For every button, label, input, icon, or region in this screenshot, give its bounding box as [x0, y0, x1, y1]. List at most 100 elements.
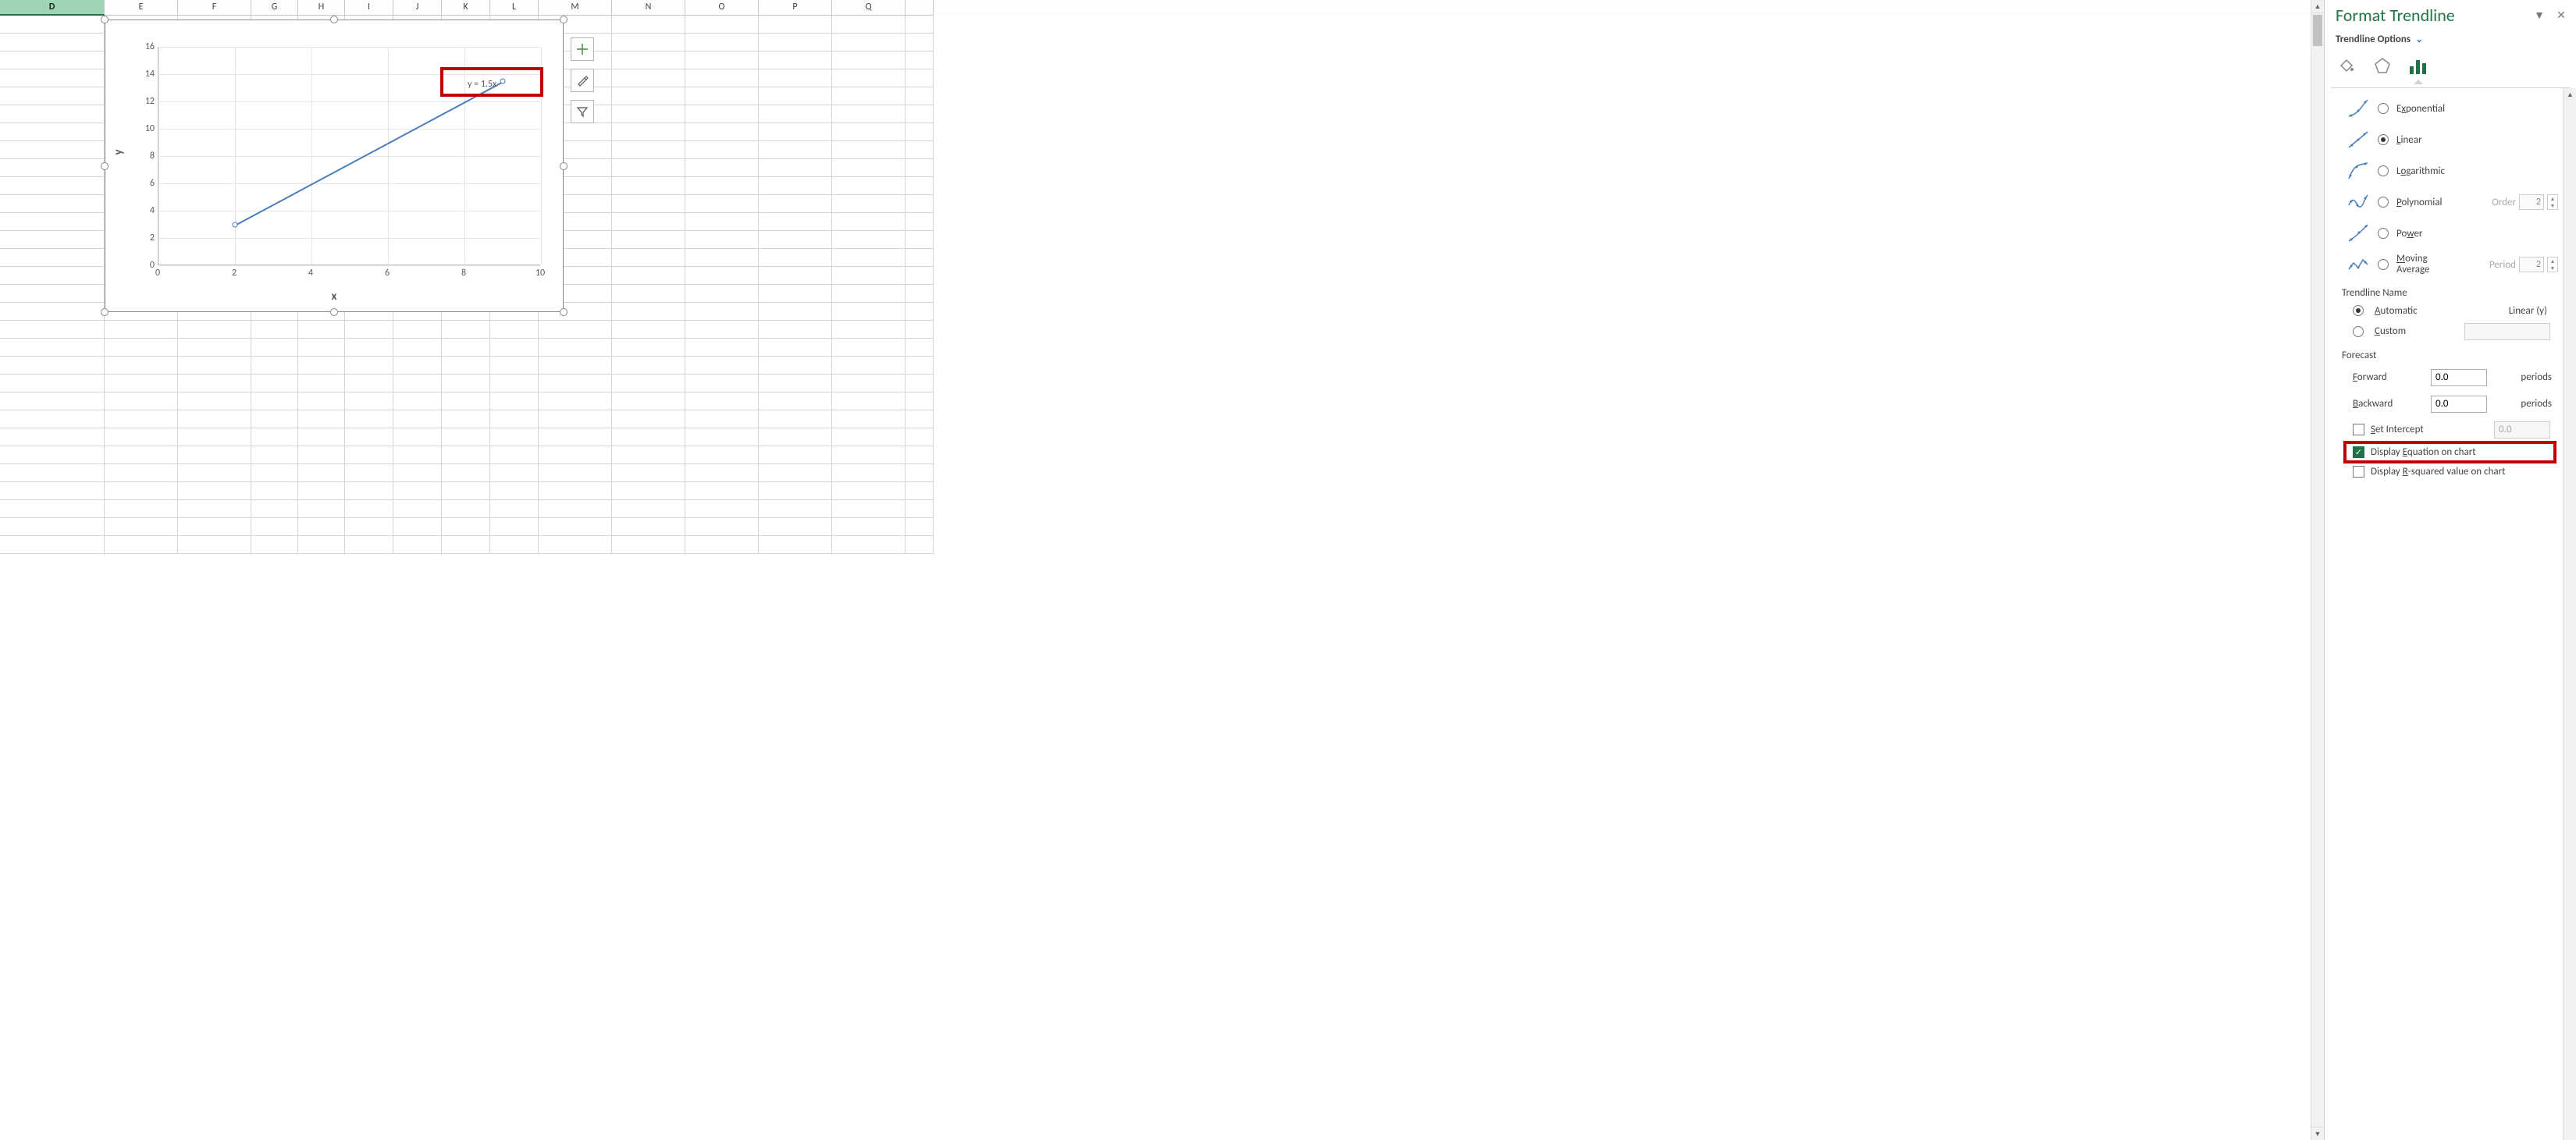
cell[interactable]	[759, 375, 832, 392]
cell[interactable]	[442, 446, 490, 464]
cell[interactable]	[685, 195, 759, 213]
cell[interactable]	[612, 375, 685, 392]
cell[interactable]	[759, 51, 832, 69]
cell[interactable]	[251, 446, 298, 464]
cell[interactable]	[685, 159, 759, 177]
trendline-options-tab[interactable]	[2407, 55, 2429, 76]
cell[interactable]	[442, 500, 490, 518]
cell[interactable]	[612, 34, 685, 51]
cell[interactable]	[685, 536, 759, 554]
cell[interactable]	[298, 536, 345, 554]
pane-subtitle[interactable]: Trendline Options ⌄	[2325, 26, 2576, 48]
cell[interactable]	[685, 34, 759, 51]
cell[interactable]	[759, 69, 832, 87]
cell[interactable]	[105, 410, 178, 428]
cell[interactable]	[906, 177, 934, 195]
cell[interactable]	[105, 321, 178, 339]
cell[interactable]	[685, 428, 759, 446]
cell[interactable]	[685, 213, 759, 231]
cell[interactable]	[490, 321, 539, 339]
cell[interactable]	[0, 500, 105, 518]
cell[interactable]	[298, 339, 345, 357]
cell[interactable]	[759, 34, 832, 51]
cell[interactable]	[759, 357, 832, 375]
cell[interactable]	[685, 482, 759, 500]
cell[interactable]	[0, 105, 105, 123]
cell[interactable]	[906, 141, 934, 159]
radio-power[interactable]	[2378, 228, 2389, 239]
cell[interactable]	[685, 87, 759, 105]
cell[interactable]	[906, 482, 934, 500]
display-r2-row[interactable]: Display R-squared value on chart	[2329, 462, 2563, 481]
cell[interactable]	[759, 285, 832, 303]
cell[interactable]	[251, 392, 298, 410]
resize-handle-tm[interactable]	[330, 16, 338, 23]
cell[interactable]	[0, 321, 105, 339]
cell[interactable]	[105, 339, 178, 357]
cell[interactable]	[906, 195, 934, 213]
name-custom-row[interactable]: Custom	[2329, 320, 2563, 343]
cell[interactable]	[832, 375, 906, 392]
cell[interactable]	[393, 375, 442, 392]
cell[interactable]	[906, 428, 934, 446]
cell[interactable]	[178, 518, 251, 536]
chart-elements-button[interactable]	[571, 37, 594, 61]
trendline-type-logarithmic[interactable]: Logarithmic	[2329, 155, 2563, 186]
cell[interactable]	[685, 267, 759, 285]
cell[interactable]	[0, 51, 105, 69]
cell[interactable]	[685, 339, 759, 357]
cell[interactable]	[105, 518, 178, 536]
column-header-F[interactable]: F	[178, 0, 251, 16]
cell[interactable]	[490, 392, 539, 410]
cell[interactable]	[906, 536, 934, 554]
cell[interactable]	[612, 51, 685, 69]
cell[interactable]	[393, 464, 442, 482]
cell[interactable]	[442, 375, 490, 392]
cell[interactable]	[251, 321, 298, 339]
column-header-G[interactable]: G	[251, 0, 298, 16]
cell[interactable]	[612, 249, 685, 267]
cell[interactable]	[178, 357, 251, 375]
cell[interactable]	[612, 357, 685, 375]
series-line[interactable]	[235, 81, 503, 226]
cell[interactable]	[906, 285, 934, 303]
cell[interactable]	[832, 321, 906, 339]
cell[interactable]	[539, 446, 612, 464]
pane-close-icon[interactable]: ✕	[2554, 9, 2568, 22]
cell[interactable]	[251, 482, 298, 500]
cell[interactable]	[178, 428, 251, 446]
column-header-L[interactable]: L	[490, 0, 539, 16]
cell[interactable]	[906, 16, 934, 34]
cell[interactable]	[832, 16, 906, 34]
cell[interactable]	[832, 428, 906, 446]
cell[interactable]	[759, 518, 832, 536]
cell[interactable]	[298, 446, 345, 464]
cell[interactable]	[298, 500, 345, 518]
cell[interactable]	[345, 375, 393, 392]
cell[interactable]	[832, 105, 906, 123]
cell[interactable]	[393, 482, 442, 500]
cell[interactable]	[0, 536, 105, 554]
cell[interactable]	[490, 482, 539, 500]
cell[interactable]	[539, 339, 612, 357]
backward-input[interactable]	[2431, 396, 2487, 413]
cell[interactable]	[906, 339, 934, 357]
chart-styles-button[interactable]	[571, 69, 594, 92]
cell[interactable]	[685, 375, 759, 392]
cell[interactable]	[759, 267, 832, 285]
y-axis-label[interactable]: y	[112, 149, 126, 154]
cell[interactable]	[612, 285, 685, 303]
cell[interactable]	[490, 446, 539, 464]
cell[interactable]	[832, 123, 906, 141]
cell[interactable]	[178, 482, 251, 500]
cell[interactable]	[0, 177, 105, 195]
cell[interactable]	[612, 141, 685, 159]
cell[interactable]	[393, 392, 442, 410]
cell[interactable]	[906, 105, 934, 123]
cell[interactable]	[393, 357, 442, 375]
cell[interactable]	[832, 357, 906, 375]
radio-automatic[interactable]	[2353, 305, 2364, 316]
cell[interactable]	[906, 464, 934, 482]
cell[interactable]	[759, 410, 832, 428]
cell[interactable]	[612, 321, 685, 339]
